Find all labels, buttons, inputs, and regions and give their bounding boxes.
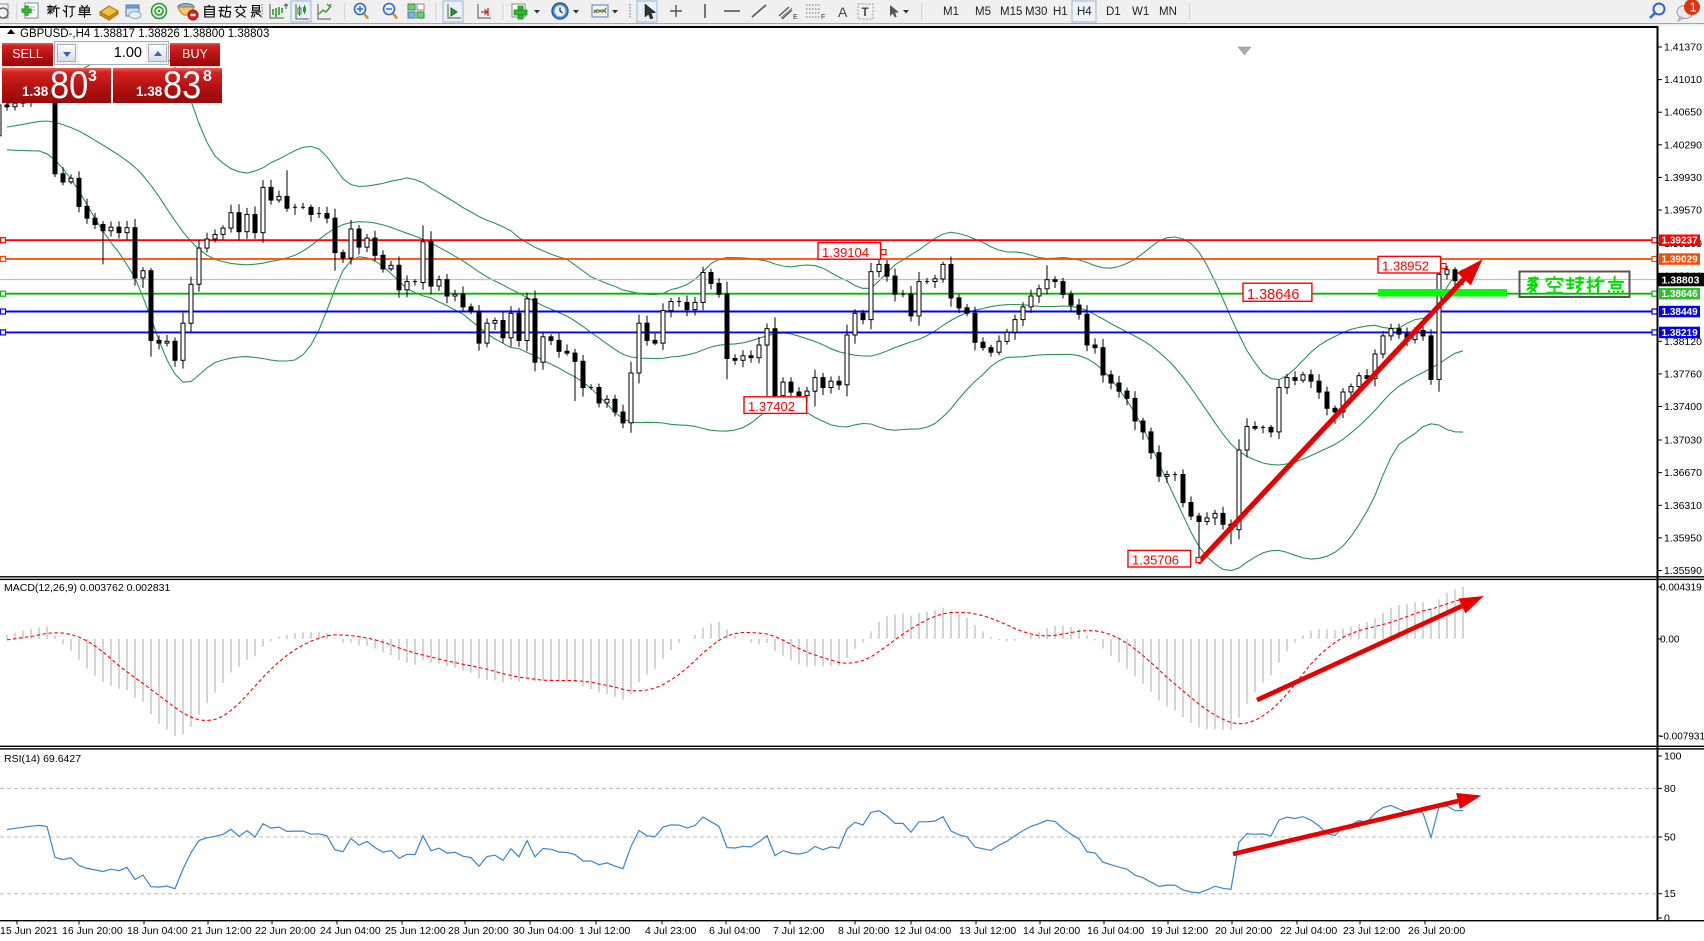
svg-text:GBPUSD-,H4 1.38817 1.38826 1.: GBPUSD-,H4 1.38817 1.38826 1.38800 1.388…	[20, 28, 269, 40]
svg-text:28 Jun 20:00: 28 Jun 20:00	[448, 925, 509, 937]
svg-text:80: 80	[1664, 783, 1676, 795]
svg-text:16 Jul 04:00: 16 Jul 04:00	[1087, 925, 1144, 937]
svg-text:1.38120: 1.38120	[1664, 336, 1702, 348]
svg-text:RSI(14) 69.6427: RSI(14) 69.6427	[4, 753, 81, 765]
svg-text:14 Jul 20:00: 14 Jul 20:00	[1023, 925, 1080, 937]
svg-text:50: 50	[1664, 832, 1676, 844]
svg-text:15: 15	[1664, 888, 1676, 900]
svg-text:8 Jul 20:00: 8 Jul 20:00	[838, 925, 890, 937]
svg-text:T: T	[862, 7, 869, 19]
svg-text:1.38646: 1.38646	[1662, 289, 1699, 300]
svg-text:1.35950: 1.35950	[1664, 532, 1702, 544]
svg-text:1.37400: 1.37400	[1664, 401, 1702, 413]
svg-text:15 Jun 2021: 15 Jun 2021	[0, 925, 58, 937]
svg-text:16 Jun 20:00: 16 Jun 20:00	[62, 925, 123, 937]
svg-text:1.39029: 1.39029	[1662, 254, 1699, 265]
svg-text:D1: D1	[1106, 6, 1121, 18]
svg-text:25 Jun 12:00: 25 Jun 12:00	[385, 925, 446, 937]
svg-text:22 Jun 20:00: 22 Jun 20:00	[255, 925, 316, 937]
svg-text:1.38449: 1.38449	[1662, 307, 1699, 318]
svg-text:1.39237: 1.39237	[1662, 236, 1699, 247]
svg-text:22 Jul 04:00: 22 Jul 04:00	[1280, 925, 1337, 937]
svg-text:13 Jul 12:00: 13 Jul 12:00	[959, 925, 1016, 937]
svg-text:18 Jun 04:00: 18 Jun 04:00	[127, 925, 188, 937]
svg-text:1.41370: 1.41370	[1664, 42, 1702, 54]
svg-text:6 Jul 04:00: 6 Jul 04:00	[709, 925, 761, 937]
svg-text:A: A	[838, 4, 848, 20]
svg-text:24 Jun 04:00: 24 Jun 04:00	[320, 925, 381, 937]
svg-text:0.00: 0.00	[1660, 635, 1680, 646]
svg-text:23 Jul 12:00: 23 Jul 12:00	[1343, 925, 1400, 937]
svg-text:M30: M30	[1025, 6, 1047, 18]
svg-text:-0.007931: -0.007931	[1660, 732, 1704, 743]
svg-text:M5: M5	[975, 6, 991, 18]
svg-text:1.38803: 1.38803	[1662, 274, 1700, 286]
svg-text:0: 0	[1664, 913, 1670, 925]
svg-text:1.39930: 1.39930	[1664, 172, 1702, 184]
svg-text:1.35706: 1.35706	[1132, 553, 1179, 568]
svg-text:12 Jul 04:00: 12 Jul 04:00	[894, 925, 951, 937]
svg-text:1.38952: 1.38952	[1382, 259, 1429, 274]
svg-text:E: E	[793, 14, 798, 21]
svg-text:H4: H4	[1077, 6, 1092, 18]
svg-text:1.37030: 1.37030	[1664, 435, 1702, 447]
svg-text:7 Jul 12:00: 7 Jul 12:00	[773, 925, 825, 937]
svg-text:19 Jul 12:00: 19 Jul 12:00	[1151, 925, 1208, 937]
svg-text:21 Jun 12:00: 21 Jun 12:00	[191, 925, 252, 937]
svg-text:30 Jun 04:00: 30 Jun 04:00	[513, 925, 574, 937]
svg-text:1.38646: 1.38646	[1247, 287, 1299, 303]
svg-text:1.36670: 1.36670	[1664, 467, 1702, 479]
svg-text:1.40290: 1.40290	[1664, 139, 1702, 151]
svg-text:1.35590: 1.35590	[1664, 565, 1702, 577]
svg-text:1.41010: 1.41010	[1664, 74, 1702, 86]
svg-text:1.37402: 1.37402	[748, 399, 795, 414]
svg-text:W1: W1	[1132, 6, 1149, 18]
svg-text:1.39104: 1.39104	[822, 245, 869, 260]
svg-text:1.37760: 1.37760	[1664, 368, 1702, 380]
svg-text:1.38219: 1.38219	[1662, 328, 1699, 339]
svg-text:20 Jul 20:00: 20 Jul 20:00	[1215, 925, 1272, 937]
svg-text:MN: MN	[1159, 6, 1177, 18]
svg-text:1: 1	[1690, 0, 1697, 15]
svg-text:1.40650: 1.40650	[1664, 107, 1702, 119]
svg-text:4 Jul 23:00: 4 Jul 23:00	[645, 925, 697, 937]
svg-text:26 Jul 20:00: 26 Jul 20:00	[1408, 925, 1465, 937]
svg-text:1 Jul 12:00: 1 Jul 12:00	[579, 925, 631, 937]
svg-text:M15: M15	[1000, 6, 1022, 18]
svg-text:1.39570: 1.39570	[1664, 205, 1702, 217]
svg-text:1.36310: 1.36310	[1664, 500, 1702, 512]
svg-text:H1: H1	[1053, 6, 1068, 18]
svg-text:100: 100	[1664, 751, 1682, 763]
svg-text:F: F	[821, 14, 825, 21]
svg-text:MACD(12,26,9) 0.003762 0.00283: MACD(12,26,9) 0.003762 0.002831	[4, 582, 171, 594]
svg-text:0.004319: 0.004319	[1660, 583, 1702, 594]
svg-text:M1: M1	[943, 6, 959, 18]
